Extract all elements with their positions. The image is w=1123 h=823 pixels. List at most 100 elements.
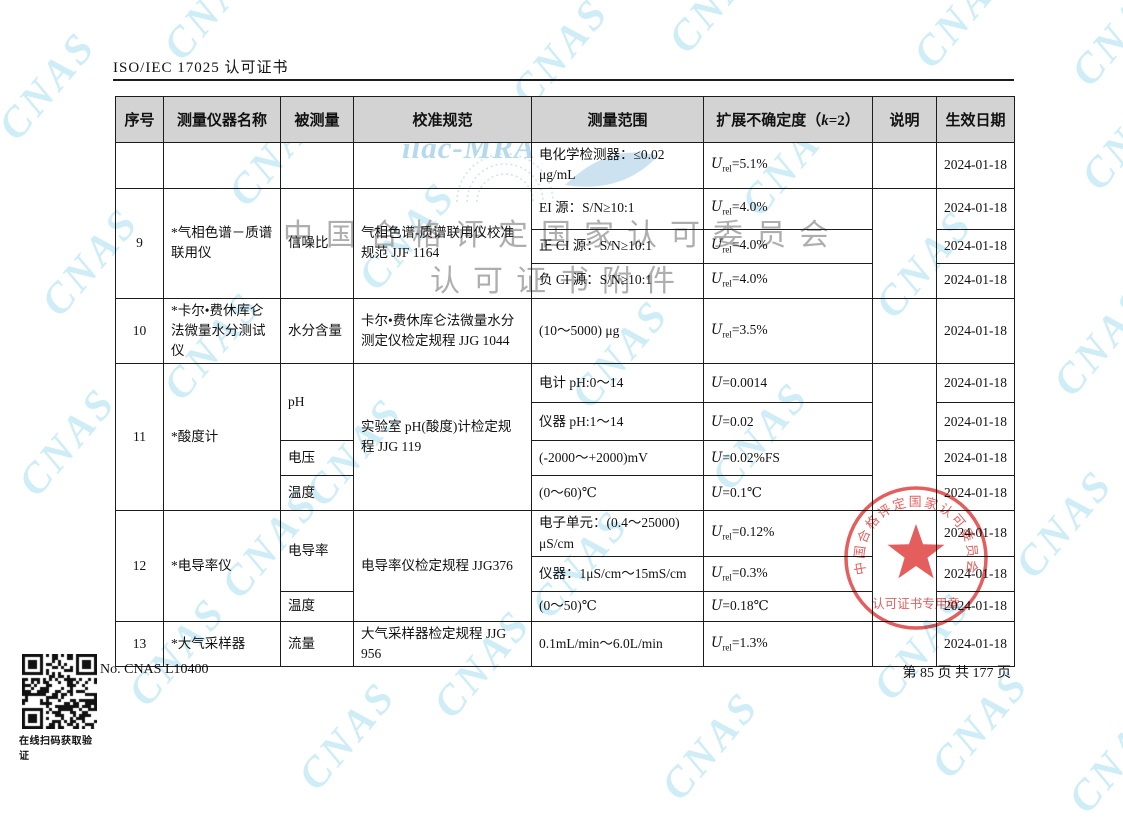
cnas-watermark: CNAS	[289, 673, 406, 799]
cell-effective-date: 2024-01-18	[936, 297, 1015, 365]
cnas-watermark: CNAS	[659, 0, 777, 63]
cnas-watermark: CNAS	[9, 379, 126, 505]
cell-calibration-spec: 气相色谱-质谱联用仪校准规范 JJF 1164	[353, 187, 532, 299]
cell-uncertainty: Urel=4.0%	[703, 228, 873, 264]
cell-measurement-range: 仪器：1μS/cm～15mS/cm	[531, 555, 704, 592]
cell-measurement-range: 正 CI 源：S/N≥10:1	[531, 228, 704, 264]
cell-calibration-spec: 卡尔•费休库仑法微量水分测定仪检定规程 JJG 1044	[353, 297, 532, 365]
page-title: ISO/IEC 17025 认可证书	[113, 60, 289, 76]
table-row: 电化学检测器：≤0.02 μg/mL Urel=5.1% 2024-01-18	[115, 142, 1015, 189]
cell-instrument-name: *电导率仪	[163, 510, 281, 622]
cnas-watermark: CNAS	[1044, 279, 1123, 405]
cell-uncertainty: U=0.02%FS	[703, 440, 873, 477]
cell-uncertainty: Urel=0.12%	[703, 510, 873, 557]
cell-measurement-range: 电化学检测器：≤0.02 μg/mL	[531, 142, 704, 189]
table-row: 正 CI 源：S/N≥10:1 Urel=4.0% 2024-01-18	[116, 228, 1015, 264]
cell-measurand	[280, 142, 354, 189]
table-row: 仪器 pH:1～14 U=0.02 2024-01-18	[116, 402, 1015, 442]
cnas-watermark: CNAS	[0, 23, 106, 149]
cell-measurand: pH	[280, 363, 354, 442]
cell-measurand: 流量	[280, 620, 354, 668]
column-header: 生效日期	[936, 96, 1015, 143]
cell-measurand: 电导率	[280, 510, 354, 592]
cell-measurement-range: 电计 pH:0～14	[531, 363, 704, 404]
cell-measurand: 电压	[280, 440, 354, 477]
cell-note	[872, 142, 937, 189]
column-header: 校准规范	[353, 96, 532, 143]
cell-effective-date: 2024-01-18	[936, 262, 1015, 299]
cell-effective-date: 2024-01-18	[936, 620, 1015, 668]
table-row: 仪器：1μS/cm～15mS/cm Urel=0.3% 2024-01-18	[116, 555, 1015, 592]
official-seal: 中国合格评定国家认可委员会 认可证书专用章	[844, 486, 988, 630]
column-header: 说明	[872, 96, 937, 143]
cell-measurement-range: 0.1mL/min～6.0L/min	[531, 620, 704, 668]
cell-instrument-name: *卡尔•费休库仑法微量水分测试仪	[163, 297, 281, 365]
cnas-watermark: CNAS	[1062, 0, 1123, 95]
table-row: 温度 (0～50)℃ U=0.18℃ 2024-01-18	[116, 590, 1015, 622]
cell-instrument-name	[163, 142, 281, 189]
qr-caption: 在线扫码获取验证	[19, 736, 93, 762]
cell-measurement-range: 负 CI 源：S/N≥10:1	[531, 262, 704, 299]
page-number: 第 85 页 共 177 页	[902, 666, 1012, 681]
cell-note	[872, 297, 937, 365]
cell-instrument-name: *大气采样器	[163, 620, 281, 668]
cell-instrument-name: *气相色谱－质谱联用仪	[163, 187, 281, 299]
cell-uncertainty: U=0.0014	[703, 363, 873, 404]
cell-measurand: 水分含量	[280, 297, 354, 365]
cell-calibration-spec: 电导率仪检定规程 JJG376	[353, 510, 532, 622]
cell-no: 13	[115, 620, 164, 668]
title-divider	[113, 79, 1014, 81]
cell-instrument-name: *酸度计	[163, 363, 281, 512]
cell-measurement-range: 仪器 pH:1～14	[531, 402, 704, 442]
cell-measurand: 温度	[280, 475, 354, 512]
column-header: 扩展不确定度（k=2）	[703, 96, 873, 143]
cell-note	[872, 187, 937, 299]
cell-uncertainty: U=0.1℃	[703, 475, 873, 512]
table-row: 电压 (-2000～+2000)mV U=0.02%FS 2024-01-18	[116, 440, 1015, 477]
table-row: 12 *电导率仪 电导率 电导率仪检定规程 JJG376 电子单元：(0.4～25000…	[115, 510, 1015, 622]
qr-code	[22, 654, 97, 729]
column-header: 测量仪器名称	[163, 96, 281, 143]
cell-uncertainty: Urel=5.1%	[703, 142, 873, 189]
cell-effective-date: 2024-01-18	[936, 440, 1015, 477]
seal-ring	[844, 486, 988, 630]
table-row: 11 *酸度计 pH 实验室 pH(酸度)计检定规程 JJG 119 电计 pH:0～1…	[115, 363, 1015, 512]
cnas-watermark: CNAS	[904, 0, 1021, 77]
column-header: 序号	[115, 96, 164, 143]
cnas-watermark: CNAS	[1059, 696, 1123, 822]
table-header-row: 序号 测量仪器名称 被测量 校准规范 测量范围 扩展不确定度（k=2） 说明 生效日期	[115, 96, 1015, 143]
cell-measurand: 温度	[280, 590, 354, 622]
table-row: 负 CI 源：S/N≥10:1 Urel=4.0% 2024-01-18	[116, 262, 1015, 299]
cell-measurement-range: (10～5000) μg	[531, 297, 704, 365]
cell-no: 12	[115, 510, 164, 622]
certificate-number: No. CNAS L10400	[100, 662, 209, 677]
cell-effective-date: 2024-01-18	[936, 475, 1015, 512]
cell-uncertainty: Urel=4.0%	[703, 262, 873, 299]
cell-no	[115, 142, 164, 189]
cell-uncertainty: Urel=3.5%	[703, 297, 873, 365]
cell-measurand: 信噪比	[280, 187, 354, 299]
cell-measurement-range: (0～60)℃	[531, 475, 704, 512]
cell-no: 10	[115, 297, 164, 365]
seal-star-icon	[887, 524, 945, 579]
column-header: 测量范围	[531, 96, 704, 143]
cell-effective-date: 2024-01-18	[936, 363, 1015, 404]
cell-measurement-range: (0～50)℃	[531, 590, 704, 622]
cell-calibration-spec: 大气采样器检定规程 JJG 956	[353, 620, 532, 668]
table-row: 13 *大气采样器 流量 大气采样器检定规程 JJG 956 0.1mL/min～6.0…	[115, 620, 1015, 668]
cnas-watermark: CNAS	[1006, 461, 1123, 587]
cell-uncertainty: Urel=4.0%	[703, 187, 873, 230]
cell-measurement-range: (-2000～+2000)mV	[531, 440, 704, 477]
cell-note	[872, 363, 937, 512]
cell-effective-date: 2024-01-18	[936, 402, 1015, 442]
cell-effective-date: 2024-01-18	[936, 228, 1015, 264]
cell-no: 9	[115, 187, 164, 299]
cell-measurement-range: EI 源：S/N≥10:1	[531, 187, 704, 230]
table-row: 9 *气相色谱－质谱联用仪 信噪比 气相色谱-质谱联用仪校准规范 JJF 1164 EI…	[115, 187, 1015, 299]
table-row: 温度 (0～60)℃ U=0.1℃ 2024-01-18	[116, 475, 1015, 512]
column-header: 被测量	[280, 96, 354, 143]
cell-calibration-spec	[353, 142, 532, 189]
cell-uncertainty: Urel=1.3%	[703, 620, 873, 668]
cell-no: 11	[115, 363, 164, 512]
